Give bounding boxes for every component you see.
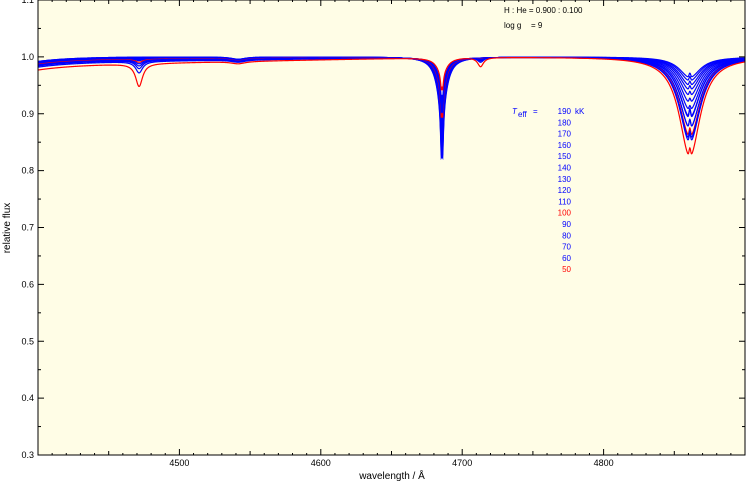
legend-item-110: 110 — [558, 197, 571, 206]
x-tick-label: 4800 — [594, 458, 614, 468]
legend-item-70: 70 — [562, 243, 571, 252]
y-axis: 0.3 0.4 0.5 0.6 0.7 0.8 0.9 1.0 1.1 — [21, 0, 745, 460]
x-axis-label: wavelength / Å — [358, 469, 425, 482]
plot-background — [38, 0, 745, 455]
y-tick-label: 0.7 — [21, 223, 34, 233]
y-tick-label: 0.8 — [21, 166, 34, 176]
series-line-50 — [37, 57, 746, 155]
legend: T eff = kK 190 180 170 160 150 140 130 120 110 10… — [512, 107, 585, 274]
legend-item-130: 130 — [558, 175, 572, 184]
legend-item-170: 170 — [558, 130, 572, 139]
x-tick-label: 4600 — [311, 458, 331, 468]
logg-label: log g — [504, 21, 521, 30]
logg-value: = 9 — [531, 21, 543, 30]
legend-item-90: 90 — [562, 220, 571, 229]
legend-item-150: 150 — [558, 152, 572, 161]
legend-title-sub: eff — [518, 110, 528, 119]
legend-item-190: 190 — [558, 107, 572, 116]
legend-item-120: 120 — [558, 186, 572, 195]
legend-item-100: 100 — [558, 209, 572, 218]
y-tick-label: 1.1 — [21, 0, 34, 5]
series-lines — [37, 56, 746, 161]
legend-item-50: 50 — [562, 265, 571, 274]
composition-annotation: H : He = 0.900 : 0.100 — [504, 6, 583, 15]
legend-item-180: 180 — [558, 118, 572, 127]
x-axis: 4500 4600 4700 4800 — [51, 0, 732, 468]
y-tick-label: 1.0 — [21, 52, 34, 62]
y-tick-label: 0.3 — [21, 450, 34, 460]
x-tick-label: 4700 — [452, 458, 472, 468]
y-tick-label: 0.4 — [21, 393, 34, 403]
y-tick-label: 0.6 — [21, 279, 34, 289]
legend-title: T — [512, 107, 518, 116]
legend-title-eq: = — [533, 107, 538, 116]
legend-unit: kK — [575, 107, 585, 116]
x-tick-label: 4500 — [169, 458, 189, 468]
y-axis-label: relative flux — [2, 203, 13, 254]
legend-item-80: 80 — [562, 231, 571, 240]
y-tick-label: 0.5 — [21, 336, 34, 346]
legend-item-140: 140 — [558, 164, 572, 173]
y-tick-label: 0.9 — [21, 109, 34, 119]
legend-item-160: 160 — [558, 141, 572, 150]
legend-item-60: 60 — [562, 254, 571, 263]
